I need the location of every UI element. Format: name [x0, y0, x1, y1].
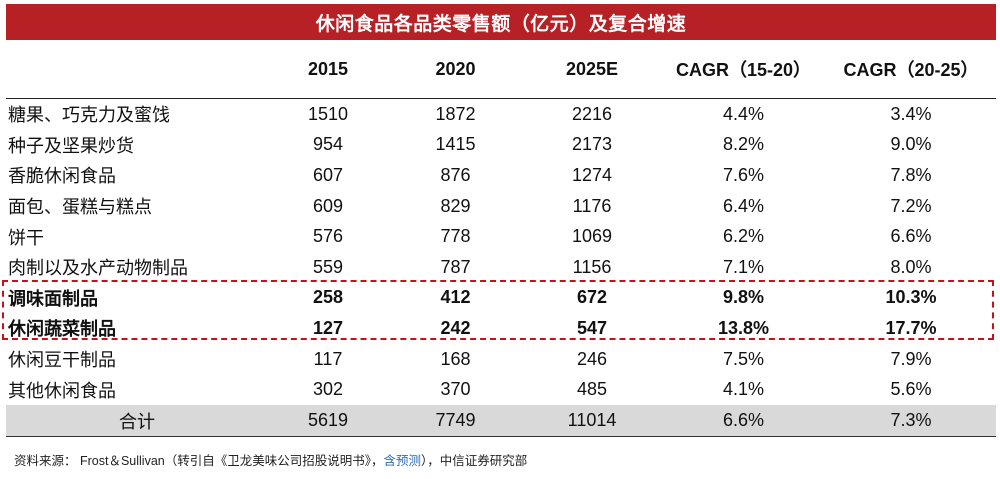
cell-cagr-20-25: 8.0% [890, 256, 932, 277]
cell-2015: 302 [312, 379, 344, 400]
highlighted-row: 调味面制品 258 412 672 9.8% 10.3% [6, 283, 996, 314]
total-2015: 5619 [268, 404, 388, 437]
total-cagr-20-25: 7.3% [826, 404, 996, 437]
table-row: 饼干 576 778 1069 6.2% 6.6% [6, 221, 996, 252]
table-row: 香脆休闲食品 607 876 1274 7.6% 7.8% [6, 160, 996, 191]
cell-2025e: 547 [576, 317, 608, 338]
cell-2020: 1872 [435, 103, 476, 124]
table-row: 种子及坚果炒货 954 1415 2173 8.2% 9.0% [6, 130, 996, 161]
header-row: 2015 2020 2025E CAGR（15-20） CAGR（20-25） [6, 40, 996, 99]
cell-2020: 876 [440, 164, 471, 185]
row-category: 种子及坚果炒货 [8, 135, 134, 156]
data-table-container: 2015 2020 2025E CAGR（15-20） CAGR（20-25） … [6, 40, 996, 437]
cell-2020: 829 [440, 195, 471, 216]
total-row: 合计 5619 7749 11014 6.6% 7.3% [6, 404, 996, 437]
row-category: 肉制以及水产动物制品 [8, 258, 188, 279]
table-row: 休闲豆干制品 117 168 246 7.5% 7.9% [6, 344, 996, 375]
header-2025e: 2025E [523, 40, 661, 99]
cell-cagr-20-25: 17.7% [885, 317, 937, 338]
row-category: 面包、蛋糕与糕点 [8, 197, 152, 218]
cell-2025e: 1069 [571, 226, 613, 247]
source-forecast-note: 含预测 [383, 454, 421, 468]
cell-2015: 954 [312, 134, 344, 155]
cell-2015: 127 [312, 317, 344, 338]
cell-2020: 1415 [435, 134, 476, 155]
table-row: 其他休闲食品 302 370 485 4.1% 5.6% [6, 374, 996, 405]
source-prefix: 资料来源： Frost＆Sullivan（转引自《卫龙美味公司招股说明书》， [14, 454, 384, 468]
row-category: 饼干 [8, 227, 44, 248]
cell-2025e: 2173 [571, 134, 613, 155]
cell-2025e: 2216 [571, 103, 613, 124]
cell-cagr-15-20: 6.4% [722, 195, 765, 216]
header-cagr-20-25: CAGR（20-25） [826, 40, 996, 99]
cell-2020: 370 [440, 379, 471, 400]
cell-2015: 117 [313, 348, 343, 369]
row-category: 香脆休闲食品 [8, 166, 116, 187]
cell-cagr-15-20: 8.2% [722, 134, 765, 155]
table-row: 肉制以及水产动物制品 559 787 1156 7.1% 8.0% [6, 252, 996, 283]
highlighted-row: 休闲蔬菜制品 127 242 547 13.8% 17.7% [6, 313, 996, 344]
header-2020: 2020 [388, 40, 523, 99]
total-2025e: 11014 [523, 404, 661, 437]
cell-cagr-20-25: 3.4% [890, 103, 932, 124]
row-category: 糖果、巧克力及蜜饯 [8, 105, 170, 126]
cell-2020: 412 [440, 287, 471, 308]
cell-2015: 1510 [307, 103, 349, 124]
cell-2025e: 485 [576, 379, 608, 400]
cell-2020: 242 [440, 317, 471, 338]
cell-cagr-20-25: 5.6% [890, 379, 932, 400]
cell-cagr-20-25: 7.2% [890, 195, 932, 216]
cell-cagr-15-20: 7.1% [722, 256, 765, 277]
cell-2015: 576 [312, 226, 344, 247]
cell-2025e: 246 [576, 348, 608, 369]
retail-sales-table: 2015 2020 2025E CAGR（15-20） CAGR（20-25） … [6, 40, 996, 437]
cell-cagr-15-20: 13.8% [717, 317, 770, 338]
row-category: 其他休闲食品 [8, 380, 116, 401]
cell-cagr-15-20: 7.6% [722, 164, 765, 185]
header-cagr-15-20: CAGR（15-20） [661, 40, 826, 99]
header-2015: 2015 [268, 40, 388, 99]
cell-2020: 778 [440, 226, 471, 247]
cell-cagr-15-20: 9.8% [722, 287, 765, 308]
cell-2025e: 1176 [572, 195, 612, 216]
cell-cagr-20-25: 10.3% [885, 287, 937, 308]
cell-2025e: 1274 [571, 164, 613, 185]
cell-2020: 168 [440, 348, 471, 369]
cell-cagr-20-25: 9.0% [890, 134, 932, 155]
row-category: 休闲蔬菜制品 [8, 319, 116, 340]
cell-2015: 559 [312, 256, 344, 277]
cell-2025e: 672 [576, 287, 608, 308]
cell-2015: 609 [312, 195, 344, 216]
cell-cagr-15-20: 4.1% [722, 379, 765, 400]
table-row: 糖果、巧克力及蜜饯 1510 1872 2216 4.4% 3.4% [6, 99, 996, 130]
cell-2015: 607 [312, 164, 344, 185]
source-note: 资料来源： Frost＆Sullivan（转引自《卫龙美味公司招股说明书》，含预… [14, 450, 527, 469]
cell-cagr-20-25: 7.8% [890, 164, 932, 185]
cell-2025e: 1156 [572, 256, 612, 277]
row-category: 休闲豆干制品 [8, 350, 116, 371]
cell-cagr-15-20: 4.4% [722, 103, 765, 124]
cell-2015: 258 [312, 287, 344, 308]
cell-cagr-20-25: 6.6% [890, 226, 932, 247]
table-title: 休闲食品各品类零售额（亿元）及复合增速 [6, 4, 996, 40]
total-cagr-15-20: 6.6% [661, 404, 826, 437]
header-category [6, 40, 268, 99]
table-row: 面包、蛋糕与糕点 609 829 1176 6.4% 7.2% [6, 191, 996, 222]
cell-cagr-15-20: 7.5% [722, 348, 765, 369]
total-2020: 7749 [388, 404, 523, 437]
total-label: 合计 [6, 404, 268, 437]
cell-cagr-15-20: 6.2% [722, 226, 765, 247]
row-category: 调味面制品 [8, 288, 98, 309]
bottom-divider [6, 436, 996, 437]
cell-cagr-20-25: 7.9% [890, 348, 932, 369]
cell-2020: 787 [440, 256, 471, 277]
source-suffix: ），中信证券研究部 [421, 454, 528, 468]
